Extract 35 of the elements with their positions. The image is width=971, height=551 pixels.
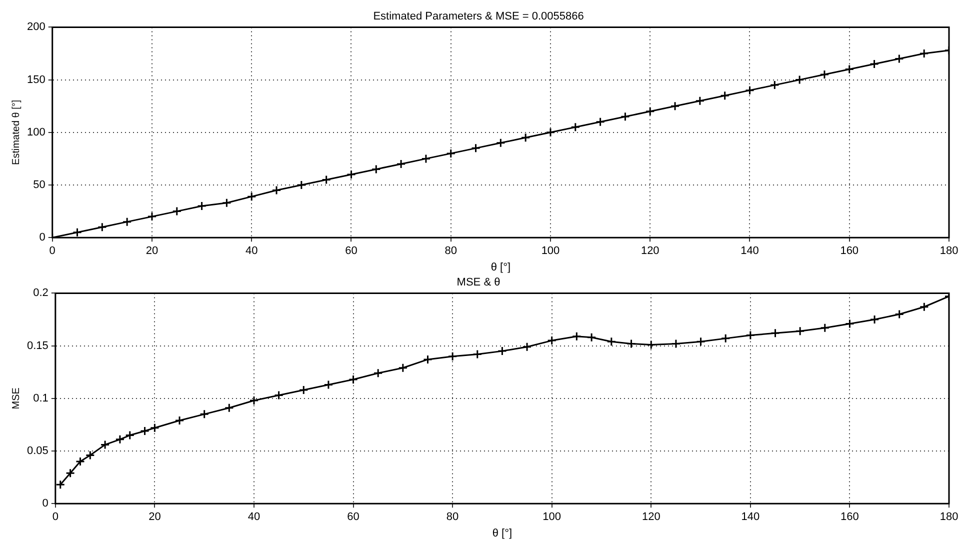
x-axis-title: θ [°]: [492, 527, 512, 540]
y-tick-label: 0.15: [26, 340, 48, 352]
x-tick-label: 160: [840, 511, 859, 524]
x-tick-label: 80: [444, 245, 457, 258]
x-tick-label: 40: [248, 511, 260, 524]
x-tick-label: 20: [146, 245, 158, 258]
x-tick-label: 100: [541, 245, 560, 258]
y-axis-title: Estimated θ [°]: [10, 100, 22, 165]
y-tick-label: 50: [33, 179, 46, 192]
chart-title: MSE & θ: [456, 276, 500, 289]
y-tick-label: 0.2: [33, 287, 48, 300]
x-tick-label: 60: [347, 511, 360, 524]
x-tick-label: 120: [642, 511, 660, 524]
y-tick-label: 0: [39, 232, 46, 244]
x-tick-label: 120: [640, 245, 660, 258]
x-axis-title: θ [°]: [490, 261, 511, 274]
chart-title: Estimated Parameters & MSE = 0.0055866: [373, 10, 584, 23]
y-tick-label: 200: [26, 21, 46, 34]
x-tick-label: 0: [52, 511, 58, 524]
x-tick-label: 40: [245, 245, 258, 258]
x-tick-label: 60: [345, 245, 358, 258]
y-tick-label: 0.05: [26, 445, 48, 458]
x-tick-label: 140: [741, 511, 760, 524]
x-tick-label: 180: [940, 245, 958, 258]
y-tick-label: 0.1: [33, 392, 48, 404]
y-tick-label: 0: [42, 498, 48, 510]
x-tick-label: 140: [740, 245, 759, 258]
x-tick-label: 160: [840, 245, 859, 258]
y-tick-label: 150: [26, 74, 46, 86]
x-tick-label: 20: [148, 511, 161, 524]
x-tick-label: 80: [446, 511, 459, 524]
y-tick-label: 100: [26, 126, 46, 138]
y-axis-title: MSE: [10, 387, 22, 410]
x-tick-label: 180: [940, 511, 958, 524]
x-tick-label: 100: [542, 511, 562, 524]
